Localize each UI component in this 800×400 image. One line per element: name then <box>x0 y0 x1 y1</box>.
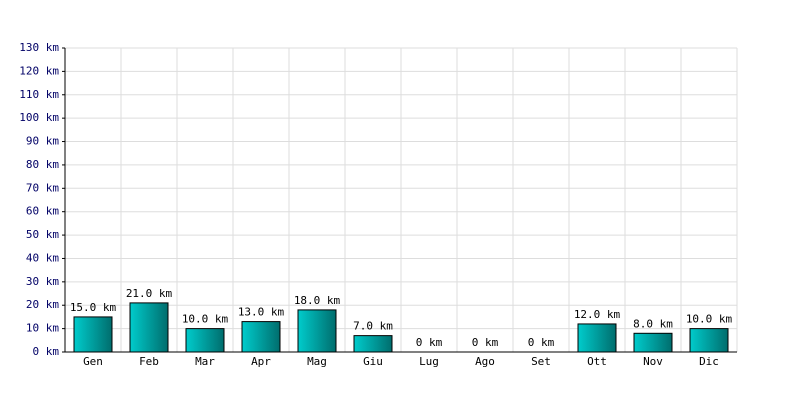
x-tick-label: Set <box>531 355 551 368</box>
value-label: 15.0 km <box>70 301 117 314</box>
x-tick-label: Dic <box>699 355 719 368</box>
value-label: 18.0 km <box>294 294 341 307</box>
y-tick-label: 20 km <box>26 298 59 311</box>
bar <box>297 309 337 353</box>
y-tick-label: 80 km <box>26 158 59 171</box>
value-label: 0 km <box>416 336 443 349</box>
bar <box>129 302 169 353</box>
y-tick-label: 100 km <box>19 111 59 124</box>
y-tick-label: 50 km <box>26 228 59 241</box>
x-tick-label: Giu <box>363 355 383 368</box>
value-label: 10.0 km <box>182 313 229 326</box>
y-tick-label: 120 km <box>19 64 59 77</box>
x-tick-label: Ott <box>587 355 607 368</box>
x-tick-label: Mag <box>307 355 327 368</box>
x-tick-label: Lug <box>419 355 439 368</box>
y-tick-label: 130 km <box>19 41 59 54</box>
y-tick-label: 10 km <box>26 322 59 335</box>
bar <box>185 328 225 353</box>
x-tick-label: Gen <box>83 355 103 368</box>
bar <box>353 335 393 353</box>
y-tick-label: 110 km <box>19 88 59 101</box>
y-tick-label: 60 km <box>26 205 59 218</box>
value-label: 0 km <box>528 336 555 349</box>
x-tick-label: Nov <box>643 355 663 368</box>
x-tick-label: Feb <box>139 355 159 368</box>
x-tick-label: Mar <box>195 355 215 368</box>
bar <box>73 316 113 353</box>
x-tick-label: Apr <box>251 355 271 368</box>
bar <box>241 321 281 353</box>
y-tick-label: 0 km <box>33 345 60 358</box>
x-tick-label: Ago <box>475 355 495 368</box>
y-tick-label: 70 km <box>26 181 59 194</box>
value-label: 21.0 km <box>126 287 173 300</box>
bar <box>577 323 617 353</box>
bar <box>689 328 729 353</box>
value-label: 7.0 km <box>353 320 393 333</box>
value-label: 13.0 km <box>238 306 285 319</box>
bar <box>633 332 673 353</box>
value-label: 0 km <box>472 336 499 349</box>
y-tick-label: 90 km <box>26 135 59 148</box>
value-label: 12.0 km <box>574 308 621 321</box>
value-label: 10.0 km <box>686 313 733 326</box>
value-label: 8.0 km <box>633 317 673 330</box>
y-tick-label: 30 km <box>26 275 59 288</box>
y-tick-label: 40 km <box>26 251 59 264</box>
